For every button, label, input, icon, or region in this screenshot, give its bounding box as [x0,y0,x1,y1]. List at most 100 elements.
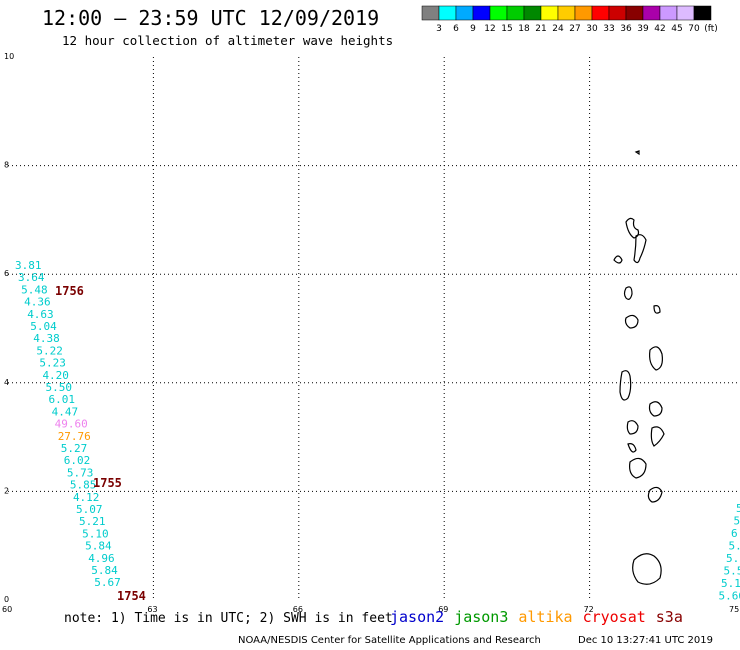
wave-height-value: 4.20 [42,369,68,382]
wave-height-value: 5.23 [39,357,66,370]
wave-height-value: 5.48 [21,283,47,296]
x-tick-label: 63 [147,605,157,614]
legend-swatch [625,5,644,21]
legend-swatch [506,5,525,21]
map-title: 12:00 – 23:59 UTC 12/09/2019 [42,6,380,30]
pass-time-label: 1755 [93,476,122,490]
wave-height-value: 5.5 [729,540,740,553]
legend-swatch [455,5,474,21]
wave-height-value: 5.35 [726,552,740,565]
wave-height-value: 4.36 [24,296,51,309]
island-outline [619,370,632,401]
wave-height-value: 3.64 [18,271,45,284]
legend-label: 24 [552,24,564,34]
legend-swatch [693,5,712,21]
island-outline [633,234,647,264]
wave-height-value: 5.66 [719,590,740,603]
footer-note: note: 1) Time is in UTC; 2) SWH is in fe… [64,611,393,626]
satellite-label: cryosat [582,608,646,626]
satellite-label: jason3 [454,608,509,626]
legend-label: 21 [535,24,546,34]
island-outline [653,305,661,314]
grid-lines [8,57,740,600]
wave-height-value: 5.17 [721,577,740,590]
island-outline [649,346,663,371]
legend-label: (ft) [704,24,718,34]
island-outline [613,255,623,264]
wave-height-value: 5.84 [85,540,112,553]
legend-label: 9 [470,24,476,34]
legend-swatch [659,5,678,21]
x-tick-label: 75 [729,605,739,614]
island-outline [647,486,663,503]
legend-label: 36 [620,24,632,34]
wave-height-value: 5.10 [82,527,109,540]
island-outline [632,553,662,585]
color-legend: 3 6 9 12 15 18 21 24 27 30 33 36 39 42 45 70 (ft) [421,5,718,34]
legend-swatch [608,5,627,21]
island-outline [623,286,633,300]
legend-label: 6 [453,24,459,34]
y-tick-label: 8 [4,161,9,170]
legend-swatch [676,5,695,21]
wave-height-value: 4.12 [73,491,100,504]
satellite-label: altika [518,608,573,626]
legend-label: 42 [654,24,665,34]
x-tick-label: 72 [584,605,594,614]
wave-height-value: 5.85 [70,479,97,492]
y-tick-label: 10 [4,52,14,61]
y-tick-label: 0 [4,595,9,604]
wave-height-value: 3.81 [15,259,42,272]
wave-height-value: 5.50 [46,381,73,394]
wave-height-value: 5.22 [36,344,63,357]
timestamp-text: Dec 10 13:27:41 UTC 2019 [578,635,713,646]
legend-swatch [489,5,508,21]
legend-swatch [523,5,542,21]
wave-height-value: 5.84 [91,564,118,577]
wave-height-value: 4.38 [33,332,60,345]
island-outline [627,443,637,453]
legend-swatch [438,5,457,21]
satellite-label: s3a [655,608,683,626]
wave-height-value: 5.53 [724,565,740,578]
pass-time-label: 1756 [55,284,84,298]
maldives-coastline [613,150,665,585]
wave-height-value: 49.60 [55,418,88,431]
legend-swatch [591,5,610,21]
y-tick-label: 4 [4,378,9,387]
credit-text: NOAA/NESDIS Center for Satellite Applica… [238,635,541,646]
wave-height-value: 27.76 [58,430,91,443]
legend-label: 18 [518,24,530,34]
island-outline [634,150,640,156]
legend-label: 30 [586,24,598,34]
x-tick-label: 69 [438,605,448,614]
pass-time-label: 1754 [117,589,146,603]
y-tick-label: 2 [4,486,9,495]
legend-label: 15 [501,24,512,34]
y-tick-label: 6 [4,269,9,278]
wave-height-value: 6.0 [731,527,740,540]
legend-swatch [557,5,576,21]
legend-swatch [642,5,661,21]
map-subtitle: 12 hour collection of altimeter wave hei… [62,33,394,48]
legend-label: 27 [569,24,580,34]
legend-swatch [421,5,440,21]
legend-label: 70 [688,24,700,34]
island-outline [624,314,639,329]
wave-observations: 3.813.645.484.364.635.044.385.225.234.20… [15,259,740,603]
wave-height-value: 5 [734,515,740,528]
wave-height-value: 5.04 [30,320,57,333]
wave-height-value: 4.96 [88,552,115,565]
wave-height-value: 5.21 [79,515,106,528]
wave-height-value: 4.63 [27,308,54,321]
legend-label: 39 [637,24,649,34]
wave-height-value: 5.27 [61,442,88,455]
legend-swatch [574,5,593,21]
legend-label: 45 [671,24,682,34]
axis-ticks: 60 63 66 69 72 75 0 2 4 6 8 10 [2,52,739,614]
satellite-label: jason2 [390,608,445,626]
x-tick-label: 66 [293,605,303,614]
island-outline [629,457,647,479]
legend-label: 33 [603,24,614,34]
